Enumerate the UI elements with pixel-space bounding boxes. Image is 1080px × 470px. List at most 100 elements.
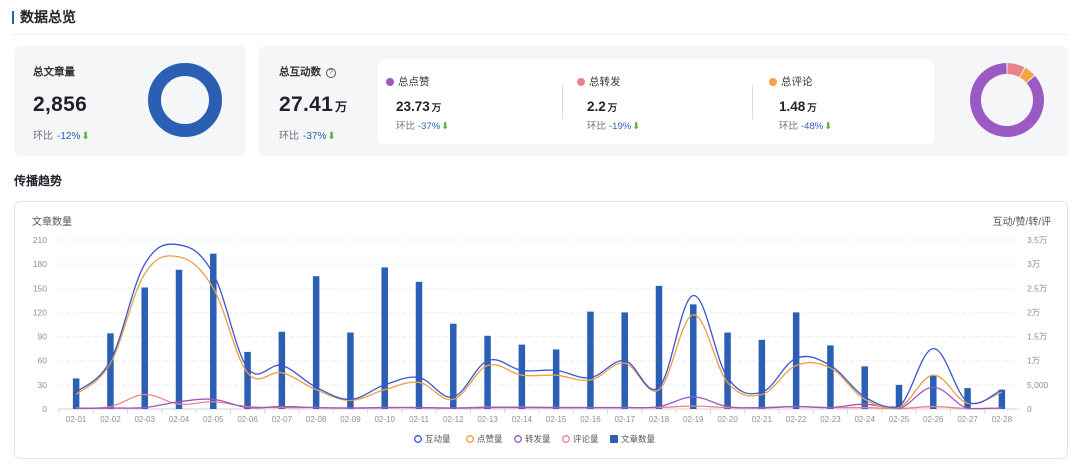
shares-label-text: 总转发: [589, 76, 621, 88]
help-icon[interactable]: ?: [326, 68, 336, 78]
x-tick-label: 02-13: [477, 415, 498, 424]
bar-article-count[interactable]: [861, 366, 868, 409]
articles-ring-chart: [148, 63, 222, 137]
legend-label: 转发量: [525, 434, 551, 444]
bar-article-count[interactable]: [244, 351, 251, 409]
x-tick-label: 02-05: [203, 415, 224, 424]
x-tick-label: 02-14: [512, 415, 533, 424]
right-tick-label: 1.5万: [1027, 332, 1047, 342]
line-shares: [76, 386, 1002, 410]
bar-article-count[interactable]: [758, 339, 766, 409]
bar-article-count[interactable]: [107, 333, 114, 409]
interactions-donut-chart: [970, 63, 1044, 137]
total-interactions-unit: 万: [335, 100, 348, 114]
mom-value: -37%: [418, 121, 441, 132]
x-tick-label: 02-27: [957, 415, 978, 424]
bar-article-count[interactable]: [175, 269, 183, 409]
trend-chart: 文章数量 互动/赞/转/评 0 0 30 5,000 60 1万 90 1.5万 120 2万 15…: [32, 215, 1051, 444]
likes-label-text: 总点赞: [398, 76, 430, 88]
arrow-down-icon: ⬇: [81, 131, 90, 142]
trend-section-title: 传播趋势: [14, 174, 63, 188]
bar-article-count[interactable]: [484, 335, 491, 409]
total-interactions-value: 27.41 万: [279, 93, 347, 117]
right-tick-label: 1万: [1027, 356, 1040, 366]
x-tick-label: 02-04: [169, 415, 190, 424]
right-tick-label: 3.5万: [1027, 235, 1047, 245]
x-tick-label: 02-11: [409, 415, 429, 424]
bar-article-count[interactable]: [278, 331, 286, 409]
x-tick-label: 02-25: [889, 415, 910, 424]
bar-article-count[interactable]: [655, 285, 663, 409]
bar-article-count[interactable]: [415, 281, 423, 409]
mom-value: -48%: [801, 121, 824, 132]
bar-article-count[interactable]: [930, 375, 937, 409]
likes-mom: 环比 -37%⬇: [396, 118, 449, 132]
x-tick-label: 02-01: [66, 415, 87, 424]
legend-item-shares[interactable]: 转发量: [514, 434, 551, 444]
comments-mom: 环比 -48%⬇: [779, 118, 832, 132]
bar-article-count[interactable]: [141, 287, 148, 409]
bar-article-count[interactable]: [724, 332, 731, 409]
donut-slice-comments: [1019, 67, 1035, 83]
bar-article-count[interactable]: [895, 384, 903, 409]
left-axis-title: 文章数量: [32, 215, 72, 228]
comments-label: 总评论: [769, 74, 813, 89]
bar-article-count[interactable]: [964, 388, 971, 409]
total-interactions-number: 27.41: [279, 93, 334, 116]
left-tick-label: 210: [33, 235, 47, 245]
x-tick-label: 02-03: [134, 415, 155, 424]
trend-chart-card: 文章数量 互动/赞/转/评 0 0 30 5,000 60 1万 90 1.5万 120 2万 15…: [14, 201, 1068, 459]
bar-article-count[interactable]: [998, 389, 1006, 409]
left-tick-label: 120: [33, 307, 47, 317]
legend-item-likes[interactable]: 点赞量: [466, 434, 503, 444]
shares-label: 总转发: [577, 74, 621, 89]
legend-label: 文章数量: [621, 434, 656, 444]
title-divider: [12, 34, 1068, 35]
likes-number: 23.73: [396, 99, 430, 114]
comments-dot-icon: [769, 78, 777, 86]
shares-number: 2.2: [587, 99, 606, 114]
divider: [752, 85, 753, 119]
left-tick-label: 180: [33, 259, 47, 269]
right-tick-label: 3万: [1027, 259, 1040, 269]
interaction-breakdown-panel: 总点赞 23.73 万 环比 -37%⬇ 总转发 2.2 万 环比 -19%⬇ 总评论 …: [378, 59, 934, 144]
mom-label: 环比: [396, 121, 416, 132]
shares-dot-icon: [577, 78, 585, 86]
x-tick-label: 02-24: [854, 415, 875, 424]
total-interactions-label-text: 总互动数: [279, 66, 321, 78]
page-title-text: 数据总览: [20, 9, 76, 25]
total-interactions-mom: 环比 -37%⬇: [279, 127, 336, 142]
legend-item-articles[interactable]: 文章数量: [610, 434, 656, 444]
x-tick-label: 02-17: [614, 415, 635, 424]
x-tick-label: 02-16: [580, 415, 601, 424]
bar-article-count[interactable]: [312, 276, 320, 409]
mom-value: -12%: [57, 131, 81, 142]
x-tick-label: 02-22: [786, 415, 807, 424]
donut-slice-likes: [970, 63, 1044, 137]
comments-number: 1.48: [779, 99, 806, 114]
x-tick-label: 02-08: [306, 415, 327, 424]
total-interactions-label: 总互动数?: [279, 64, 336, 79]
articles-ring: [148, 63, 222, 137]
legend-item-comments[interactable]: 评论量: [562, 434, 599, 444]
bar-article-count[interactable]: [827, 345, 834, 409]
x-tick-label: 02-12: [443, 415, 464, 424]
bar-article-count[interactable]: [381, 267, 388, 409]
legend-label: 点赞量: [477, 434, 503, 444]
bar-article-count[interactable]: [792, 312, 800, 409]
bar-article-count[interactable]: [518, 344, 526, 409]
x-tick-label: 02-18: [649, 415, 670, 424]
likes-unit: 万: [431, 103, 442, 114]
bar-article-count[interactable]: [450, 323, 457, 409]
left-tick-label: 60: [38, 356, 48, 366]
mom-value: -37%: [303, 131, 327, 142]
legend-item-interactions[interactable]: 互动量: [414, 434, 451, 444]
bar-article-count[interactable]: [210, 253, 217, 409]
total-articles-card: 总文章量 2,856 环比 -12%⬇: [14, 46, 246, 156]
x-tick-label: 02-20: [717, 415, 738, 424]
bar-article-count[interactable]: [690, 304, 697, 409]
comments-label-text: 总评论: [781, 76, 813, 88]
bar-article-count[interactable]: [347, 332, 354, 409]
bar-article-count[interactable]: [552, 349, 560, 409]
bar-article-count[interactable]: [587, 311, 594, 409]
